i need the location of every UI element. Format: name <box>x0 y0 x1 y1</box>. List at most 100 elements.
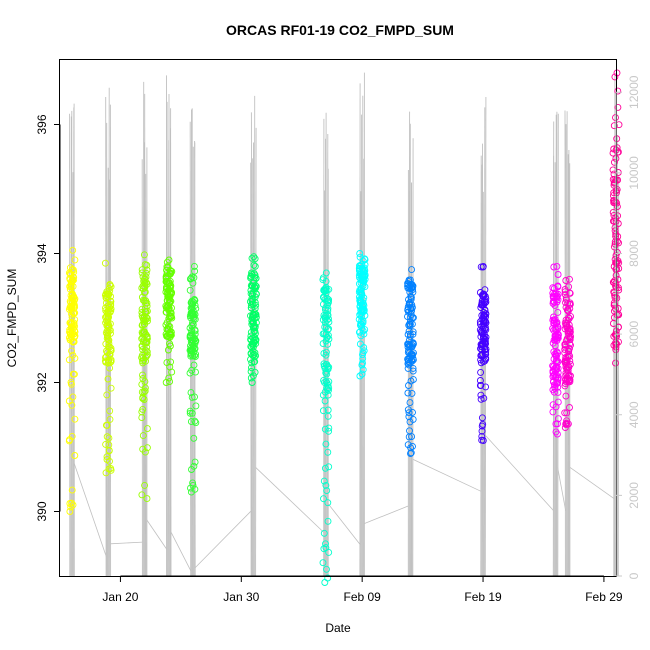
co2-point <box>478 299 486 307</box>
co2-point <box>143 425 151 433</box>
co2-point <box>251 284 259 292</box>
co2-point <box>191 417 199 425</box>
co2-point <box>562 303 570 311</box>
co2-point <box>69 309 77 317</box>
co2-point <box>561 341 569 349</box>
co2-point <box>167 358 175 366</box>
co2-point <box>409 442 416 450</box>
co2-point <box>561 409 569 417</box>
co2-point <box>320 362 328 370</box>
co2-point <box>409 408 416 416</box>
co2-points-flight-6 <box>246 253 260 386</box>
co2-point <box>105 441 113 449</box>
co2-point <box>405 277 413 285</box>
y2-tick-label: 2000 <box>627 482 641 509</box>
co2-point <box>561 345 569 353</box>
co2-point <box>166 277 174 285</box>
co2-point <box>360 344 368 351</box>
co2-point <box>610 179 618 187</box>
co2-point <box>324 331 332 339</box>
co2-point <box>481 336 489 343</box>
co2-points-flight-4 <box>162 256 176 386</box>
co2-point <box>408 350 416 358</box>
co2-point <box>141 387 149 395</box>
co2-point <box>321 306 329 314</box>
co2-point <box>357 289 365 297</box>
co2-point <box>143 299 151 307</box>
co2-point <box>563 417 571 425</box>
co2-point <box>554 373 562 381</box>
co2-point <box>168 314 176 322</box>
co2-point <box>140 313 148 320</box>
co2-point <box>565 314 573 322</box>
co2-point <box>139 334 147 342</box>
co2-points-flight-2 <box>101 259 115 477</box>
co2-point <box>167 297 175 305</box>
co2-point <box>102 319 110 327</box>
co2-point <box>408 301 416 309</box>
co2-point <box>480 394 488 402</box>
co2-point <box>250 261 258 269</box>
co2-point <box>356 303 364 310</box>
co2-point <box>68 486 76 494</box>
co2-point <box>104 333 112 341</box>
co2-point <box>552 374 560 382</box>
co2-point <box>565 348 573 355</box>
co2-point <box>562 420 570 428</box>
co2-point <box>139 330 147 338</box>
co2-point <box>102 307 110 315</box>
co2-point <box>323 384 331 392</box>
co2-point <box>549 316 557 324</box>
co2-point <box>480 358 487 366</box>
co2-point <box>143 307 151 315</box>
co2-point <box>358 276 366 284</box>
y-tick-label: 392 <box>35 372 49 392</box>
co2-point <box>322 351 330 359</box>
co2-point <box>138 408 146 416</box>
co2-point <box>322 481 330 489</box>
co2-point <box>68 499 76 507</box>
co2-point <box>566 376 573 384</box>
co2-point <box>613 238 621 245</box>
co2-point <box>70 309 78 317</box>
y2-tick-label: 8000 <box>627 240 641 267</box>
co2-point <box>103 391 111 399</box>
co2-point <box>138 269 146 277</box>
co2-point <box>190 262 198 270</box>
altitude-track-flight-6 <box>194 95 257 577</box>
co2-point <box>251 368 259 376</box>
co2-point <box>65 334 73 342</box>
co2-point <box>324 391 332 399</box>
co2-point <box>553 298 561 306</box>
co2-point <box>188 409 196 417</box>
co2-point <box>249 372 257 380</box>
co2-point <box>478 432 486 440</box>
x-axis-label: Date <box>325 621 351 635</box>
co2-point <box>141 384 149 392</box>
co2-point <box>404 389 412 397</box>
co2-point <box>477 343 485 350</box>
co2-point <box>324 499 332 507</box>
co2-point <box>71 415 79 423</box>
y-tick-label: 390 <box>35 501 49 521</box>
co2-point <box>68 302 76 310</box>
co2-point <box>356 253 364 261</box>
co2-point <box>476 377 484 384</box>
co2-point <box>138 343 146 351</box>
co2-point <box>103 421 111 429</box>
co2-point <box>187 342 194 350</box>
co2-point <box>480 292 488 300</box>
co2-point <box>614 212 622 220</box>
chart-title: ORCAS RF01-19 CO2_FMPD_SUM <box>226 22 454 38</box>
y-tick-label: 394 <box>35 243 49 263</box>
co2-point <box>65 356 73 364</box>
co2-point <box>563 409 571 417</box>
co2-point <box>192 338 199 346</box>
co2-point <box>187 275 195 282</box>
co2-point <box>69 246 77 254</box>
y2-tick-label: 12000 <box>627 75 641 109</box>
co2-point <box>614 87 622 95</box>
co2-point <box>613 248 621 256</box>
co2-point <box>554 398 562 406</box>
co2-point <box>404 441 412 449</box>
